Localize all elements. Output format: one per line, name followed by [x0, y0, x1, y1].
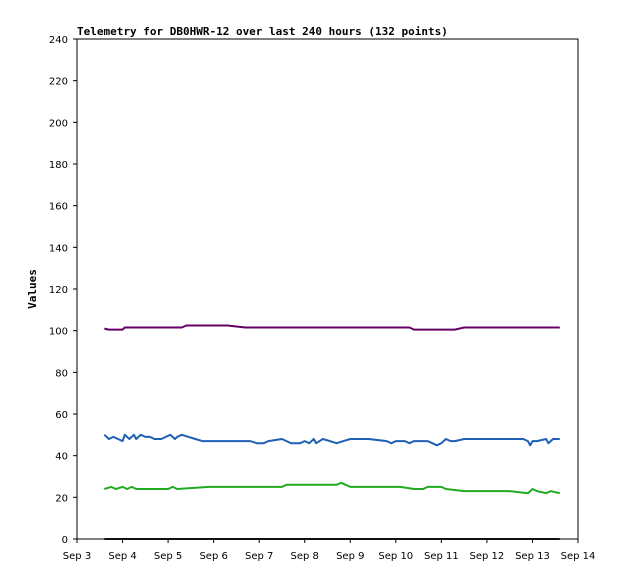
series-line-3 — [104, 481, 561, 495]
y-tick-label: 240 — [49, 35, 68, 46]
chart-title: Telemetry for DB0HWR-12 over last 240 ho… — [77, 25, 448, 38]
y-tick-label: 120 — [49, 285, 68, 296]
x-tick-label: Sep 6 — [199, 551, 227, 562]
y-tick-label: 60 — [55, 410, 68, 421]
x-tick-label: Sep 7 — [245, 551, 273, 562]
x-tick-label: Sep 9 — [336, 551, 364, 562]
y-tick-label: 180 — [49, 160, 68, 171]
x-tick-label: Sep 8 — [291, 551, 319, 562]
y-tick-label: 0 — [62, 535, 68, 546]
y-axis-label: Values — [26, 269, 39, 309]
y-tick-label: 160 — [49, 202, 68, 213]
y-tick-label: 100 — [49, 327, 68, 338]
series-lines — [103, 324, 561, 540]
x-tick-label: Sep 3 — [63, 551, 91, 562]
y-tick-label: 80 — [55, 368, 68, 379]
x-tick-label: Sep 4 — [108, 551, 136, 562]
x-tick-label: Sep 10 — [378, 551, 413, 562]
series-line-1 — [104, 324, 560, 331]
y-axis-ticks: 0 20 40 60 80 100 120 140 160 180 200 220 240 — [49, 35, 77, 546]
y-tick-label: 200 — [49, 118, 68, 129]
x-tick-label: Sep 12 — [470, 551, 505, 562]
y-tick-label: 20 — [55, 493, 68, 504]
x-tick-label: Sep 11 — [424, 551, 459, 562]
x-tick-label: Sep 13 — [515, 551, 550, 562]
x-axis-ticks: Sep 3 Sep 4 Sep 5 Sep 6 Sep 7 Sep 8 Sep 9 Sep 1… — [63, 539, 596, 562]
y-tick-label: 140 — [49, 243, 68, 254]
x-tick-label: Sep 14 — [561, 551, 596, 562]
x-tick-label: Sep 5 — [154, 551, 182, 562]
series-line-2 — [103, 433, 560, 447]
y-tick-label: 40 — [55, 452, 68, 463]
y-tick-label: 220 — [49, 77, 68, 88]
